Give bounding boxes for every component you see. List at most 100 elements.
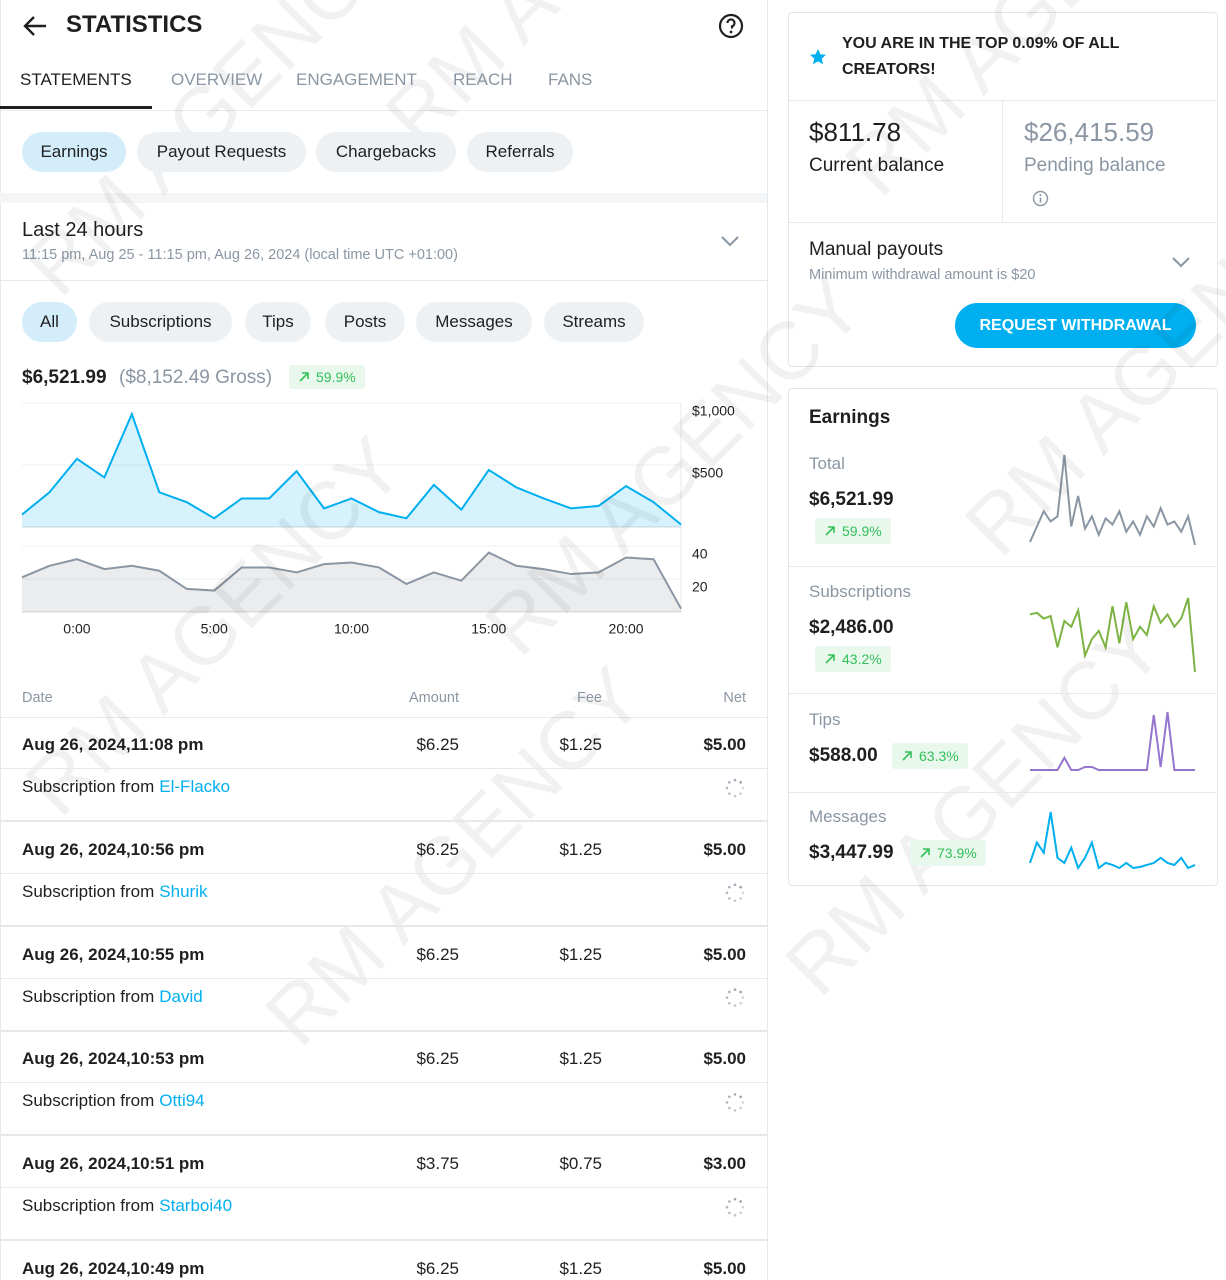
y-tick-label: $500 (692, 465, 723, 481)
info-icon[interactable] (1032, 190, 1049, 207)
status-dot (739, 1106, 742, 1110)
column-header: Date (22, 690, 53, 706)
current-balance: $811.78 (809, 117, 902, 147)
sparkline (1030, 711, 1195, 771)
cell-fee: $1.25 (559, 1259, 602, 1278)
cell-net: $3.00 (703, 1154, 746, 1174)
cell-amount: $6.25 (416, 735, 459, 754)
item-change-text: 43.2% (842, 651, 882, 667)
subtab-pill[interactable]: Chargebacks (316, 132, 456, 172)
tab[interactable]: REACH (453, 70, 513, 89)
subtab-pill[interactable]: Earnings (22, 132, 126, 172)
tab[interactable]: ENGAGEMENT (296, 70, 417, 89)
item-change: 43.2% (815, 646, 891, 672)
row-separator (0, 1239, 767, 1242)
up-arrow (825, 526, 835, 536)
status-dot (725, 786, 729, 790)
star-icon (810, 49, 826, 65)
summary-change-text: 59.9% (316, 369, 356, 385)
x-tick-label: 5:00 (201, 621, 228, 637)
x-tick-label: 20:00 (609, 621, 644, 637)
subtab-pill[interactable]: Referrals (467, 132, 573, 172)
status-dot (728, 1211, 731, 1215)
cell-net: $5.00 (703, 735, 746, 754)
page-title: STATISTICS (66, 11, 203, 38)
cell-date: Aug 26, 2024,10:51 pm (22, 1154, 205, 1174)
payouts-note: Minimum withdrawal amount is $20 (809, 267, 1036, 283)
cell-date: Aug 26, 2024,10:56 pm (22, 839, 205, 859)
up-arrow (920, 848, 930, 858)
cell-date: Aug 26, 2024,10:55 pm (22, 944, 205, 964)
user-link[interactable]: El-Flacko (159, 777, 231, 796)
section-divider (0, 193, 767, 203)
status-dot (725, 1101, 729, 1104)
status-dot (739, 1200, 742, 1203)
status-dot (733, 794, 737, 798)
payouts-title: Manual payouts (809, 239, 944, 260)
status-dot (733, 899, 737, 903)
area-fill (22, 414, 681, 527)
back-button[interactable] (22, 13, 48, 39)
tab[interactable]: FANS (548, 70, 593, 89)
item-amount: $588.00 (809, 745, 878, 766)
period-chevron[interactable] (720, 234, 740, 248)
filter-pill[interactable]: Streams (544, 302, 644, 342)
cell-amount: $6.25 (416, 1259, 459, 1278)
description-text: Subscription from (22, 1091, 155, 1111)
tabs-border (0, 110, 767, 111)
y-tick-label: $1,000 (692, 403, 735, 419)
item-label: Messages (809, 807, 887, 826)
summary-gross: ($8,152.49 Gross) (119, 367, 273, 388)
status-dot (728, 1106, 731, 1110)
row-separator (0, 1029, 767, 1032)
user-link[interactable]: Shurik (159, 881, 208, 901)
balance-border (788, 222, 1218, 223)
filter-pill[interactable]: Messages (416, 302, 532, 342)
status-dot (739, 1001, 742, 1005)
status-dot (733, 1197, 737, 1201)
row-divider (0, 1187, 767, 1189)
balance-divider (1002, 100, 1003, 222)
filter-pill[interactable]: All (22, 302, 77, 342)
panel-border (767, 0, 768, 1280)
help-icon[interactable] (718, 13, 744, 39)
cell-net: $5.00 (703, 1259, 746, 1278)
status-dot (733, 988, 737, 991)
user-link[interactable]: David (159, 986, 203, 1006)
filter-pill[interactable]: Posts (325, 302, 405, 342)
up-arrow (902, 751, 912, 761)
tab[interactable]: OVERVIEW (171, 70, 263, 89)
column-header: Net (723, 690, 746, 706)
subtab-pill[interactable]: Payout Requests (137, 132, 306, 172)
status-dot (733, 1093, 737, 1096)
sparkline (1029, 811, 1196, 871)
status-dot (728, 792, 731, 795)
y-tick-label: 20 (692, 579, 708, 595)
tab[interactable]: STATEMENTS (20, 70, 132, 89)
row-description: Subscription from Starboi40 (22, 1195, 232, 1217)
period-border (0, 280, 767, 281)
payouts-chevron[interactable] (1171, 255, 1191, 269)
row-description: Subscription from Otti94 (22, 1090, 205, 1112)
status-dot (741, 1101, 745, 1104)
earnings-card-title: Earnings (809, 407, 891, 428)
item-label: Total (809, 454, 845, 473)
item-divider (788, 693, 1218, 694)
cell-fee: $1.25 (559, 1049, 602, 1069)
cell-date: Aug 26, 2024,10:49 pm (22, 1259, 205, 1278)
item-divider (788, 566, 1218, 567)
status-dot (728, 1200, 731, 1203)
user-link[interactable]: Starboi40 (159, 1196, 233, 1216)
request-withdrawal-button[interactable]: REQUEST WITHDRAWAL (955, 303, 1196, 348)
period-range: 11:15 pm, Aug 25 - 11:15 pm, Aug 26, 202… (22, 247, 458, 263)
column-header: Amount (409, 690, 459, 706)
item-change-text: 73.9% (937, 845, 977, 861)
description-text: Subscription from (22, 881, 155, 901)
filter-pill[interactable]: Tips (245, 302, 311, 342)
filter-pill[interactable]: Subscriptions (89, 302, 232, 342)
user-link[interactable]: Otti94 (159, 1091, 205, 1111)
cell-fee: $1.25 (559, 839, 602, 859)
summary-net: $6,521.99 (22, 367, 107, 388)
status-dot (733, 778, 737, 782)
